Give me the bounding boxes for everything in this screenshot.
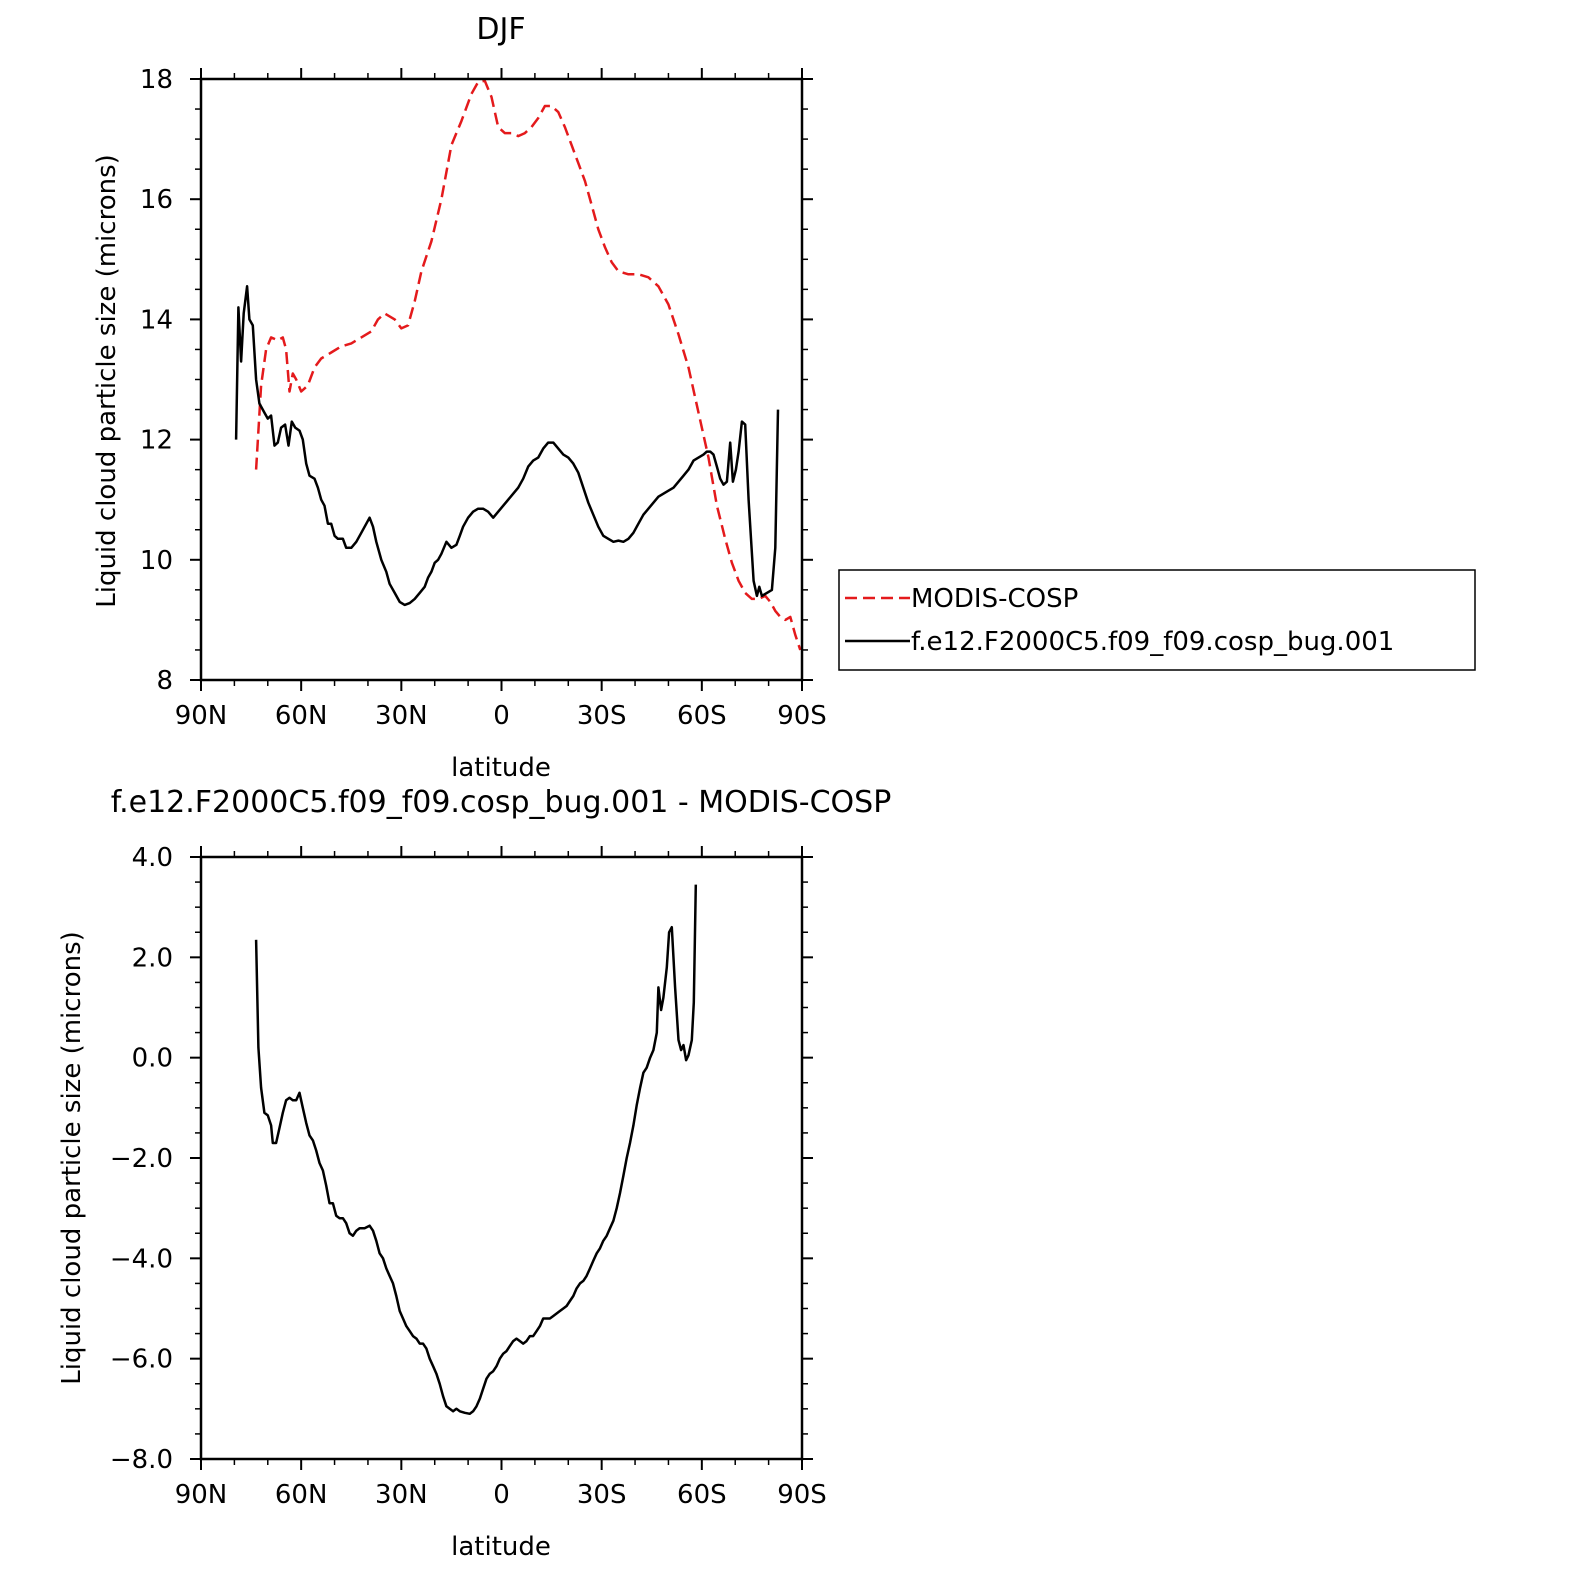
bottom-x-axis-label: latitude [451, 1532, 551, 1562]
legend: MODIS-COSP f.e12.F2000C5.f09_f09.cosp_bu… [838, 569, 1476, 671]
bottom-y-tick-label: −4.0 [110, 1244, 173, 1274]
bottom-chart-title: f.e12.F2000C5.f09_f09.cosp_bug.001 - MOD… [111, 785, 892, 820]
bottom-x-tick-label: 0 [493, 1480, 510, 1510]
top-y-tick-label: 16 [140, 185, 173, 215]
top-x-tick-label: 60N [275, 701, 328, 731]
bottom-x-tick-label: 60N [275, 1480, 328, 1510]
bottom-x-tick-label: 90S [777, 1480, 827, 1510]
bottom-panel: f.e12.F2000C5.f09_f09.cosp_bug.001 - MOD… [57, 785, 891, 1562]
top-y-tick-label: 14 [140, 305, 173, 335]
bottom-x-tick-label: 90N [175, 1480, 228, 1510]
bottom-plot-frame [199, 855, 804, 1461]
top-y-tick-label: 12 [140, 426, 173, 456]
bottom-y-tick-label: −6.0 [110, 1345, 173, 1375]
top-x-tick-label: 30N [375, 701, 428, 731]
legend-label-model: f.e12.F2000C5.f09_f09.cosp_bug.001 [911, 627, 1394, 657]
top-panel: DJF Liquid cloud particle size (microns)… [92, 12, 827, 783]
bottom-y-tick-label: 0.0 [132, 1044, 173, 1074]
top-series-line-0 [254, 79, 802, 651]
bottom-series-line-0 [254, 884, 698, 1416]
legend-label-modis-cosp: MODIS-COSP [911, 584, 1078, 614]
top-series-lines [234, 79, 802, 651]
top-x-tick-label: 90S [777, 701, 827, 731]
top-x-tick-label: 90N [175, 701, 228, 731]
top-y-axis-label: Liquid cloud particle size (microns) [92, 154, 122, 608]
bottom-y-tick-label: −2.0 [110, 1144, 173, 1174]
bottom-y-tick-label: 4.0 [132, 843, 173, 873]
top-y-tick-label: 18 [140, 65, 173, 95]
top-x-tick-label: 60S [677, 701, 727, 731]
bottom-y-axis-label: Liquid cloud particle size (microns) [57, 931, 87, 1385]
top-axis-ticks: 90N 60N 30N 0 30S 60S 90S 8 10 12 14 16 18 [140, 65, 827, 731]
top-x-axis-label: latitude [451, 753, 551, 783]
top-x-tick-label: 30S [577, 701, 627, 731]
bottom-y-tick-label: 2.0 [132, 943, 173, 973]
bottom-series-lines [254, 884, 698, 1416]
top-chart-title: DJF [476, 12, 525, 47]
bottom-y-tick-label: −8.0 [110, 1445, 173, 1475]
bottom-x-tick-label: 60S [677, 1480, 727, 1510]
legend-box [838, 569, 1476, 671]
bottom-x-tick-label: 30S [577, 1480, 627, 1510]
top-plot-frame [199, 77, 804, 682]
top-y-tick-label: 8 [156, 666, 173, 696]
bottom-x-tick-label: 30N [375, 1480, 428, 1510]
top-y-tick-label: 10 [140, 546, 173, 576]
top-series-line-1 [234, 285, 780, 607]
bottom-axis-ticks: 90N 60N 30N 0 30S 60S 90S −8.0 −6.0 −4.0 −2.0 0.0 2.… [110, 843, 827, 1510]
top-x-tick-label: 0 [493, 701, 510, 731]
